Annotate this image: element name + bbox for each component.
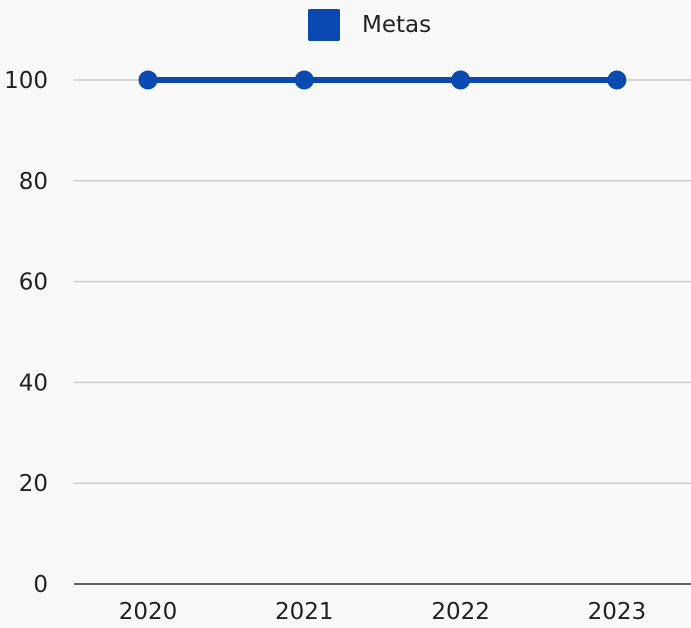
data-point[interactable] <box>451 70 471 90</box>
x-tick-label: 2022 <box>431 599 490 625</box>
x-tick-label: 2020 <box>119 599 178 625</box>
x-tick-label: 2021 <box>275 599 334 625</box>
data-point[interactable] <box>294 70 314 90</box>
y-tick-label: 20 <box>19 471 48 497</box>
data-point[interactable] <box>607 70 627 90</box>
x-tick-label: 2023 <box>588 599 647 625</box>
legend-swatch-metas <box>308 9 340 41</box>
y-tick-label: 100 <box>4 68 48 94</box>
gridlines <box>74 79 691 484</box>
y-tick-label: 60 <box>19 270 48 296</box>
y-tick-label: 80 <box>19 169 48 195</box>
y-tick-label: 40 <box>19 370 48 396</box>
series-metas <box>138 70 627 90</box>
legend[interactable]: Metas <box>308 8 431 42</box>
y-tick-label: 0 <box>33 572 48 598</box>
axes: 0 20 40 60 80 100 2020 2021 2022 2023 <box>4 68 691 625</box>
legend-label-metas: Metas <box>362 12 432 38</box>
data-point[interactable] <box>138 70 158 90</box>
